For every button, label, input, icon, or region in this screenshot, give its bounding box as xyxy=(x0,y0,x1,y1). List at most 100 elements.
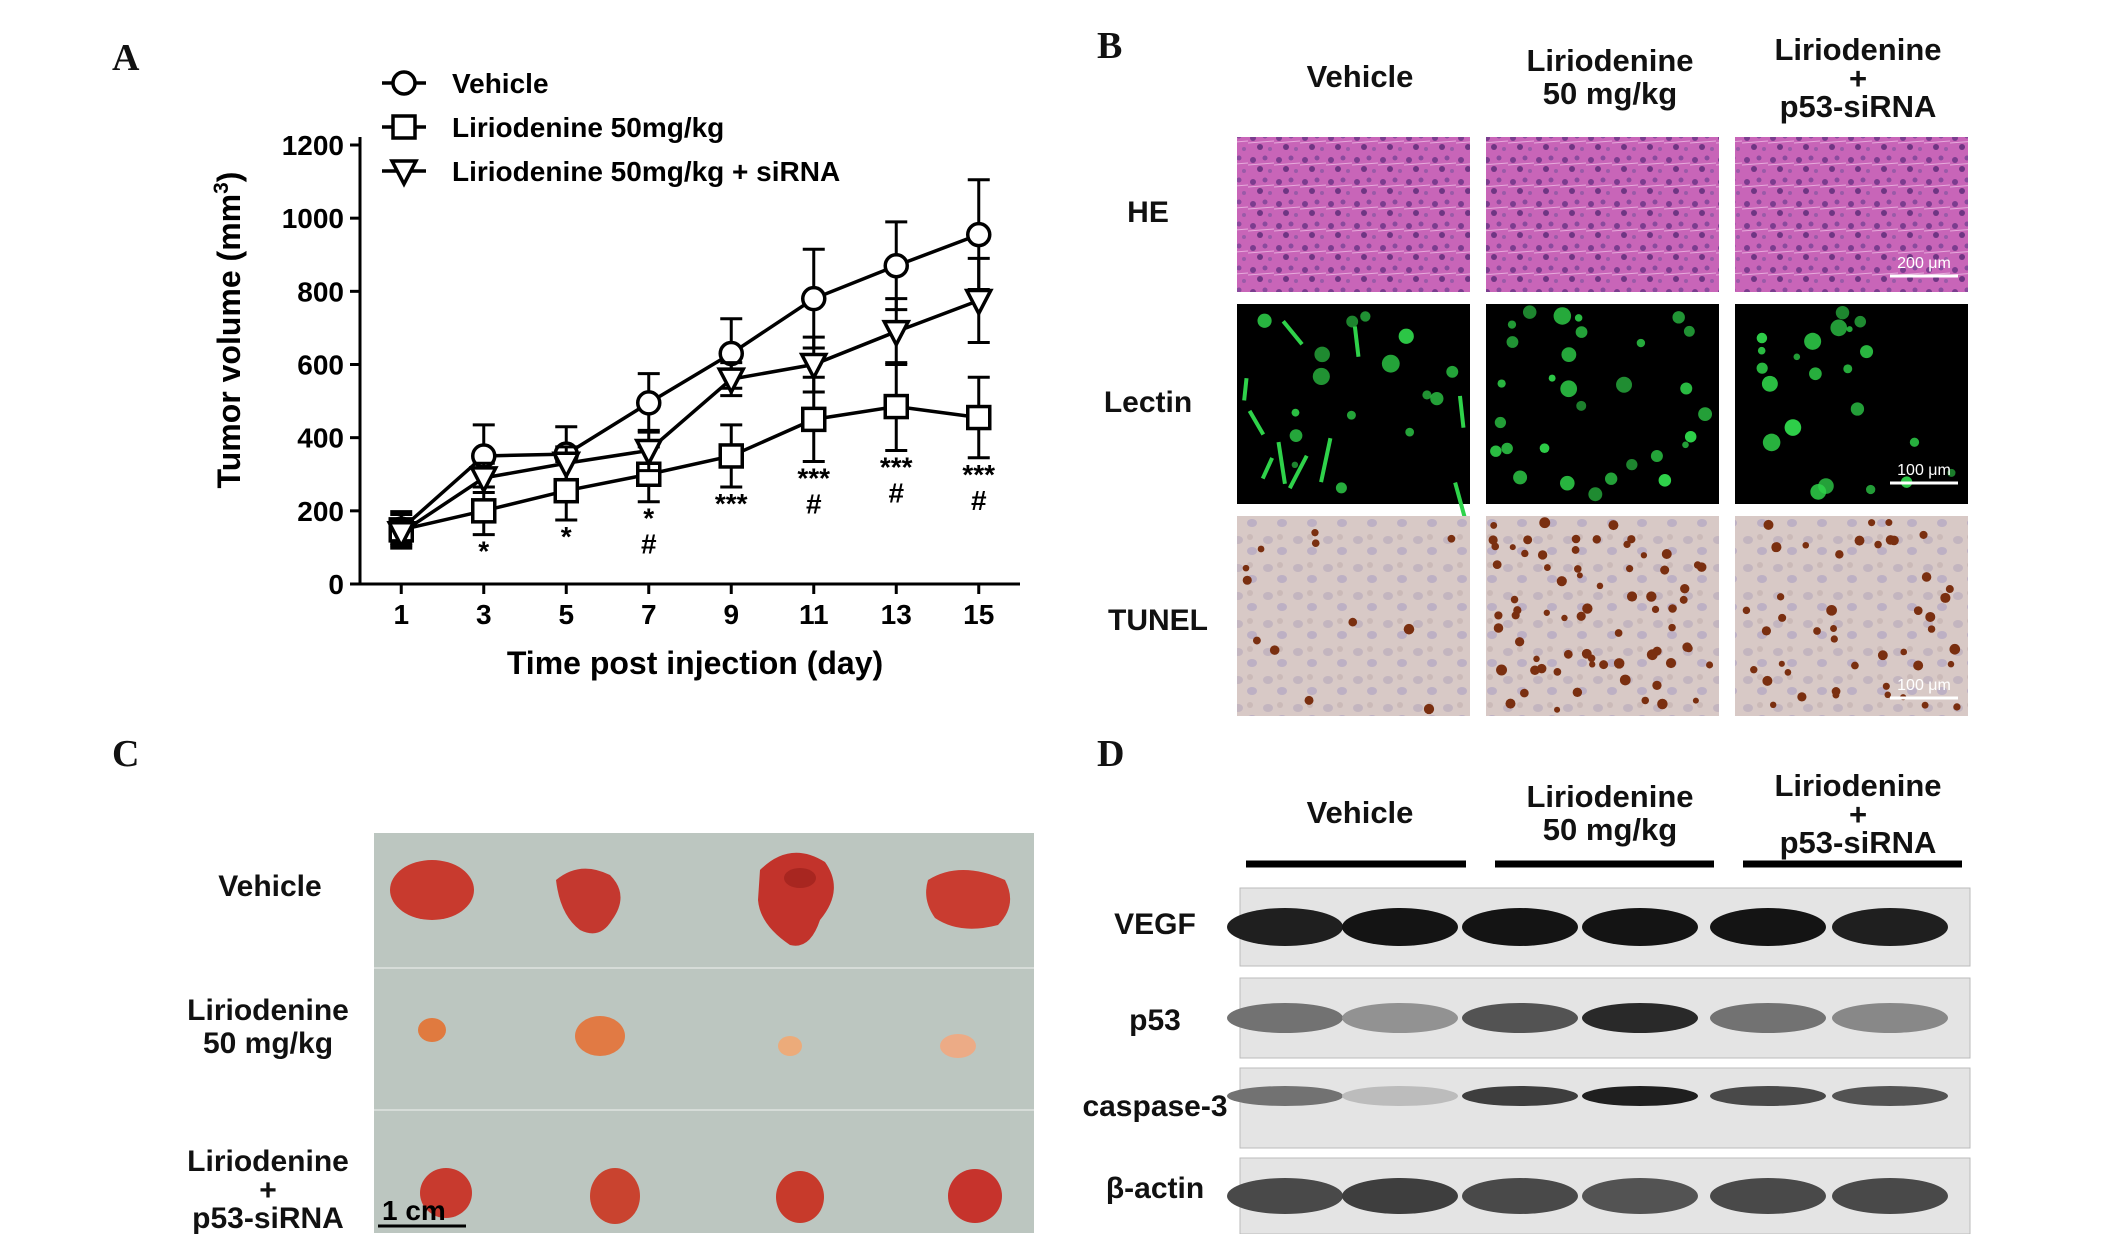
data-point xyxy=(636,390,662,416)
tunel-dot xyxy=(1913,606,1923,615)
c-row-sirna: Liriodenine + p53-siRNA xyxy=(168,1147,368,1234)
lectin-spot xyxy=(1636,338,1646,348)
tumor-lirio-4 xyxy=(940,1034,976,1058)
tunel-dot xyxy=(1826,604,1837,616)
tunel-dot xyxy=(1927,625,1936,633)
d-row-vegf: VEGF xyxy=(1114,908,1196,941)
lectin-spot xyxy=(1574,314,1583,322)
blot-caspase3-band xyxy=(1342,1086,1458,1106)
lectin-spot xyxy=(1559,475,1575,491)
b-col-sirna-line3: p53-siRNA xyxy=(1779,89,1937,125)
blot-caspase3-band xyxy=(1832,1086,1948,1106)
significance-mark: # xyxy=(806,488,822,519)
data-point xyxy=(881,319,912,349)
he-scale-text: 200 μm xyxy=(1897,255,1951,272)
tunel-dot xyxy=(1660,565,1670,575)
lectin-spot xyxy=(1560,380,1578,398)
tumor-sirna-3 xyxy=(776,1171,824,1223)
lectin-spot xyxy=(1553,307,1572,325)
lectin-spot xyxy=(1860,345,1874,359)
tunel-dot xyxy=(1706,661,1714,669)
lectin-spot xyxy=(1539,443,1550,453)
lectin-vessel xyxy=(1453,482,1467,520)
significance-mark: # xyxy=(641,529,657,560)
y-tick-label: 1200 xyxy=(282,130,344,161)
c-scale-text: 1 cm xyxy=(382,1195,446,1226)
lectin-vessel xyxy=(1288,454,1309,490)
histology-grid: 200 μm 100 μm 100 μm xyxy=(1237,137,1968,716)
tunel-dot xyxy=(1784,669,1792,676)
tunel-dot xyxy=(1665,657,1677,669)
lectin-spot xyxy=(1830,319,1848,337)
series-line xyxy=(400,298,980,535)
lectin-spot xyxy=(1335,482,1347,494)
tunel-dot xyxy=(1252,636,1261,645)
tumor-sirna-4 xyxy=(948,1169,1002,1223)
chart-legend: Vehicle Liriodenine 50mg/kg Liriodenine 50… xyxy=(382,68,840,188)
tunel-dot xyxy=(1646,649,1658,661)
blot-p53-band xyxy=(1462,1003,1578,1033)
lectin-spot xyxy=(1683,325,1695,337)
tunel-dot xyxy=(1763,519,1774,530)
tunel-dot xyxy=(1692,697,1699,704)
d-col-lirio-line2: 50 mg/kg xyxy=(1542,812,1678,848)
tunel-dot xyxy=(1832,691,1840,699)
tunel-dot xyxy=(1403,623,1415,635)
lectin-spot xyxy=(1522,305,1537,319)
y-axis-label: Tumor volume (mm3) xyxy=(210,172,247,489)
b-row-he: HE xyxy=(1127,196,1169,229)
tunel-dot xyxy=(1537,550,1548,560)
x-tick-label: 7 xyxy=(641,599,657,630)
significance-mark: # xyxy=(888,477,904,508)
tunel-dot xyxy=(1599,660,1609,670)
blot-vegf-band xyxy=(1832,908,1948,946)
lectin-spot xyxy=(1548,374,1556,382)
significance-mark: *** xyxy=(880,451,913,482)
blot-caspase3-band xyxy=(1462,1086,1578,1106)
x-axis-label: Time post injection (day) xyxy=(507,645,883,681)
lectin-spot xyxy=(1494,416,1507,429)
tunel-dot xyxy=(1573,565,1582,573)
lectin-spot xyxy=(1854,315,1867,328)
b-col-sirna-line1: Liriodenine xyxy=(1774,32,1942,67)
blot-caspase3-band xyxy=(1227,1086,1343,1106)
lectin-spot xyxy=(1680,382,1693,395)
tunel-dot xyxy=(1514,637,1525,647)
legend-label: Liriodenine 50mg/kg + siRNA xyxy=(452,156,840,187)
lectin-spot xyxy=(1360,311,1371,322)
series-line xyxy=(400,404,979,532)
d-row-caspase3: caspase-3 xyxy=(1082,1090,1228,1123)
tunel-dot xyxy=(1589,661,1596,668)
lectin-spot xyxy=(1405,427,1415,437)
data-point xyxy=(883,393,909,420)
tunel-dot xyxy=(1762,675,1773,686)
significance-mark: *** xyxy=(715,488,748,519)
lectin-sirna-image xyxy=(1735,304,1968,504)
x-tick-label: 11 xyxy=(799,599,829,630)
lectin-spot xyxy=(1575,326,1588,338)
tunel-dot xyxy=(1851,661,1859,670)
x-tick-label: 3 xyxy=(476,599,492,630)
tunel-dot xyxy=(1513,606,1522,615)
tunel-dot xyxy=(1646,591,1657,602)
lectin-spot xyxy=(1756,362,1768,374)
lectin-spot xyxy=(1446,365,1459,378)
tunel-dot xyxy=(1608,520,1619,531)
tumor-vehicle-4 xyxy=(926,870,1011,929)
tunel-dot xyxy=(1682,642,1692,652)
tunel-dot xyxy=(1625,565,1634,573)
tunel-scale-text: 100 μm xyxy=(1897,677,1951,694)
legend-label: Vehicle xyxy=(452,68,549,99)
lectin-spot xyxy=(1784,419,1802,436)
tunel-dot xyxy=(1576,572,1583,579)
blot-beta-actin-band xyxy=(1342,1178,1458,1214)
data-point xyxy=(551,451,582,481)
panel-label-d: D xyxy=(1097,733,1125,775)
lectin-spot xyxy=(1497,379,1506,388)
lectin-spot xyxy=(1604,472,1618,485)
legend-marker xyxy=(391,114,417,140)
lectin-spot xyxy=(1672,311,1685,324)
x-tick-label: 5 xyxy=(558,599,574,630)
lectin-spot xyxy=(1626,458,1638,471)
